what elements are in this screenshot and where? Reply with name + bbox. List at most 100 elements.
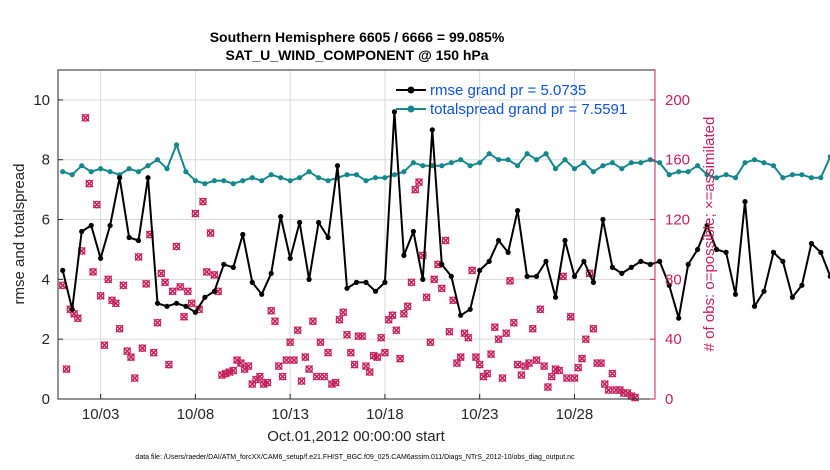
rmse-point (439, 261, 445, 267)
obs-point (422, 293, 431, 302)
y-right-tick-label: 120 (665, 212, 690, 229)
rmse-point (372, 288, 379, 294)
obs-point (604, 385, 613, 395)
rmse-point (827, 273, 830, 279)
rmse-point (761, 288, 767, 294)
totalspread-point (827, 154, 830, 160)
rmse-point (486, 258, 492, 264)
y-right-tick-label: 160 (665, 152, 690, 169)
totalspread-point (799, 172, 805, 178)
totalspread-point (619, 166, 625, 172)
totalspread-point (439, 163, 445, 169)
totalspread-point (60, 169, 66, 175)
rmse-point (638, 258, 644, 264)
rmse-point (344, 285, 350, 291)
totalspread-point (808, 175, 815, 181)
rmse-point (477, 267, 483, 273)
chart-subtitle: SAT_U_WIND_COMPONENT @ 150 hPa (225, 47, 488, 63)
y-right-tick-label: 0 (665, 391, 673, 408)
obs-point (168, 287, 177, 296)
totalspread-point (477, 160, 483, 166)
obs-point (274, 362, 283, 371)
totalspread-point (732, 175, 739, 181)
obs-point (566, 312, 575, 321)
obs-point (524, 359, 534, 368)
rmse-point (107, 222, 113, 229)
totalspread-point (505, 157, 511, 163)
obs-point (528, 324, 537, 333)
rmse-point (552, 294, 559, 300)
rmse-point (287, 255, 293, 261)
totalspread-point (316, 175, 322, 181)
totalspread-point (154, 157, 161, 163)
obs-point (153, 318, 162, 327)
rmse-point (581, 258, 587, 264)
x-tick-label: 10/13 (271, 406, 309, 423)
obs-point (631, 393, 640, 402)
totalspread-point (657, 160, 663, 166)
obs-point (263, 378, 272, 387)
totalspread-point (88, 169, 94, 175)
x-tick-label: 10/23 (461, 406, 499, 423)
totalspread-point (135, 169, 142, 175)
totalspread-point (524, 151, 530, 157)
obs-point (88, 267, 98, 276)
obs-point (543, 382, 552, 392)
rmse-point (382, 279, 388, 285)
chart-title: Southern Hemisphere 6605 / 6666 = 99.085… (210, 29, 505, 45)
obs-point (267, 306, 276, 315)
legend-spread-marker (407, 105, 415, 113)
obs-point (305, 365, 314, 374)
totalspread-point (638, 160, 644, 166)
obs-point (346, 348, 355, 357)
rmse-point (723, 249, 729, 255)
totalspread-point (391, 172, 397, 178)
totalspread-point (382, 175, 388, 181)
obs-point (468, 266, 477, 275)
totalspread-point (515, 163, 521, 169)
totalspread-point (79, 163, 85, 169)
obs-point (278, 372, 287, 381)
rmse-point (467, 306, 473, 312)
legend-rmse-marker (407, 86, 415, 94)
obs-point (179, 312, 189, 321)
rmse-point (590, 279, 597, 285)
obs-point (464, 333, 473, 342)
totalspread-point (695, 163, 701, 169)
totalspread-point (780, 175, 786, 181)
totalspread-point (164, 166, 170, 172)
totalspread-point (401, 169, 407, 175)
rmse-point (221, 261, 227, 267)
obs-point (456, 353, 465, 362)
rmse-point (334, 163, 341, 169)
obs-point (244, 362, 253, 371)
rmse-point (571, 273, 578, 279)
obs-point (540, 362, 549, 371)
obs-point (111, 299, 120, 308)
totalspread-point (126, 166, 132, 172)
rmse-point (145, 175, 151, 181)
totalspread-point (676, 169, 682, 175)
rmse-point (751, 303, 758, 309)
obs-point (562, 373, 571, 383)
totalspread-point (533, 157, 540, 163)
rmse-point (88, 222, 94, 229)
rmse-point (278, 214, 284, 220)
totalspread-point (278, 175, 284, 181)
totalspread-point (448, 160, 454, 166)
obs-point (392, 326, 401, 335)
totalspread-point (486, 151, 492, 157)
series-layer (58, 109, 830, 402)
obs-point (441, 236, 450, 245)
rmse-point (657, 258, 663, 264)
totalspread-point (552, 166, 559, 172)
obs-point (62, 365, 71, 374)
rmse-point (562, 237, 568, 244)
obs-point (149, 348, 158, 357)
totalspread-point (704, 172, 710, 178)
obs-point (505, 276, 515, 285)
obs-point (92, 200, 101, 209)
rmse-point (173, 300, 180, 306)
rmse-point (600, 216, 606, 223)
obs-point (270, 317, 280, 326)
